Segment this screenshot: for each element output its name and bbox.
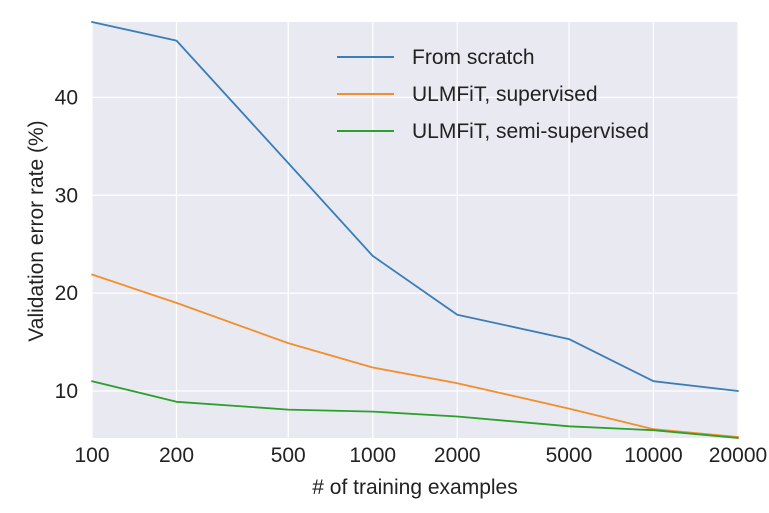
x-tick-label: 1000 [349, 444, 396, 467]
y-tick-label: 10 [55, 380, 78, 403]
y-tick-label: 20 [55, 282, 78, 305]
x-axis-label: # of training examples [312, 476, 517, 499]
x-tick-label: 200 [159, 444, 194, 467]
series-line-1 [91, 21, 739, 392]
legend: From scratch ULMFiT, supervised ULMFiT, se… [337, 46, 649, 143]
x-tick-label: 500 [271, 444, 306, 467]
y-tick-label: 40 [55, 86, 78, 109]
x-tick-label: 5000 [546, 444, 593, 467]
series-lines [91, 21, 739, 439]
legend-label: ULMFiT, semi-supervised [412, 120, 649, 143]
series-line-2 [91, 273, 739, 438]
x-tick-label: 10000 [624, 444, 682, 467]
x-tick-label: 20000 [709, 444, 767, 467]
y-tick-label: 30 [55, 184, 78, 207]
x-tick-label: 2000 [434, 444, 481, 467]
legend-label: ULMFiT, supervised [412, 83, 598, 106]
grid [91, 22, 739, 438]
y-axis: 10 20 30 40 [55, 86, 78, 403]
x-axis: 100 200 500 1000 2000 5000 10000 20000 [74, 444, 767, 467]
x-tick-label: 100 [74, 444, 109, 467]
legend-label: From scratch [412, 46, 535, 69]
series-line-3 [91, 380, 739, 439]
y-axis-label: Validation error rate (%) [25, 120, 48, 341]
